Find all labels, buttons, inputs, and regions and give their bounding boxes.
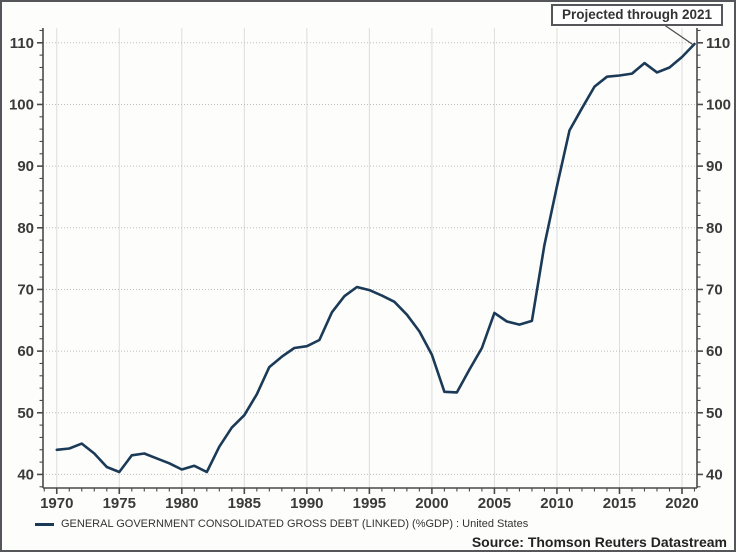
x-tick-label: 1980 [165, 495, 198, 512]
x-tick-label: 2015 [603, 495, 636, 512]
source-attribution: Source: Thomson Reuters Datastream [471, 534, 727, 550]
x-tick-label: 2005 [478, 495, 511, 512]
legend-line-swatch [35, 522, 54, 526]
y-tick-label-left: 60 [17, 343, 34, 360]
y-tick-label-right: 40 [706, 466, 723, 483]
x-tick-label: 2000 [415, 495, 448, 512]
projection-annotation: Projected through 2021 [550, 4, 723, 26]
y-tick-label-right: 90 [706, 158, 723, 175]
x-tick-label: 1985 [228, 495, 261, 512]
debt-series-line [55, 42, 696, 474]
y-tick-label-left: 70 [17, 281, 34, 298]
legend-series-label: GENERAL GOVERNMENT CONSOLIDATED GROSS DE… [61, 518, 529, 530]
y-tick-label-right: 50 [706, 405, 723, 422]
x-tick-label: 1990 [290, 495, 323, 512]
x-tick-label: 1970 [40, 495, 73, 512]
y-tick-label-left: 80 [17, 220, 34, 237]
chart-legend: GENERAL GOVERNMENT CONSOLIDATED GROSS DE… [35, 518, 528, 530]
x-tick-label: 1995 [353, 495, 386, 512]
x-tick-label: 2020 [665, 495, 698, 512]
y-tick-label-left: 100 [9, 96, 34, 113]
x-tick-label: 2010 [540, 495, 573, 512]
y-tick-label-right: 60 [706, 343, 723, 360]
y-tick-label-left: 40 [17, 466, 34, 483]
y-tick-label-left: 90 [17, 158, 34, 175]
y-tick-label-right: 110 [706, 35, 730, 52]
x-tick-label: 1975 [103, 495, 136, 512]
y-tick-label-right: 80 [706, 220, 723, 237]
y-tick-label-left: 110 [10, 35, 34, 52]
y-tick-label-left: 50 [17, 405, 34, 422]
y-tick-label-right: 70 [706, 281, 723, 298]
y-tick-label-right: 100 [706, 96, 731, 113]
